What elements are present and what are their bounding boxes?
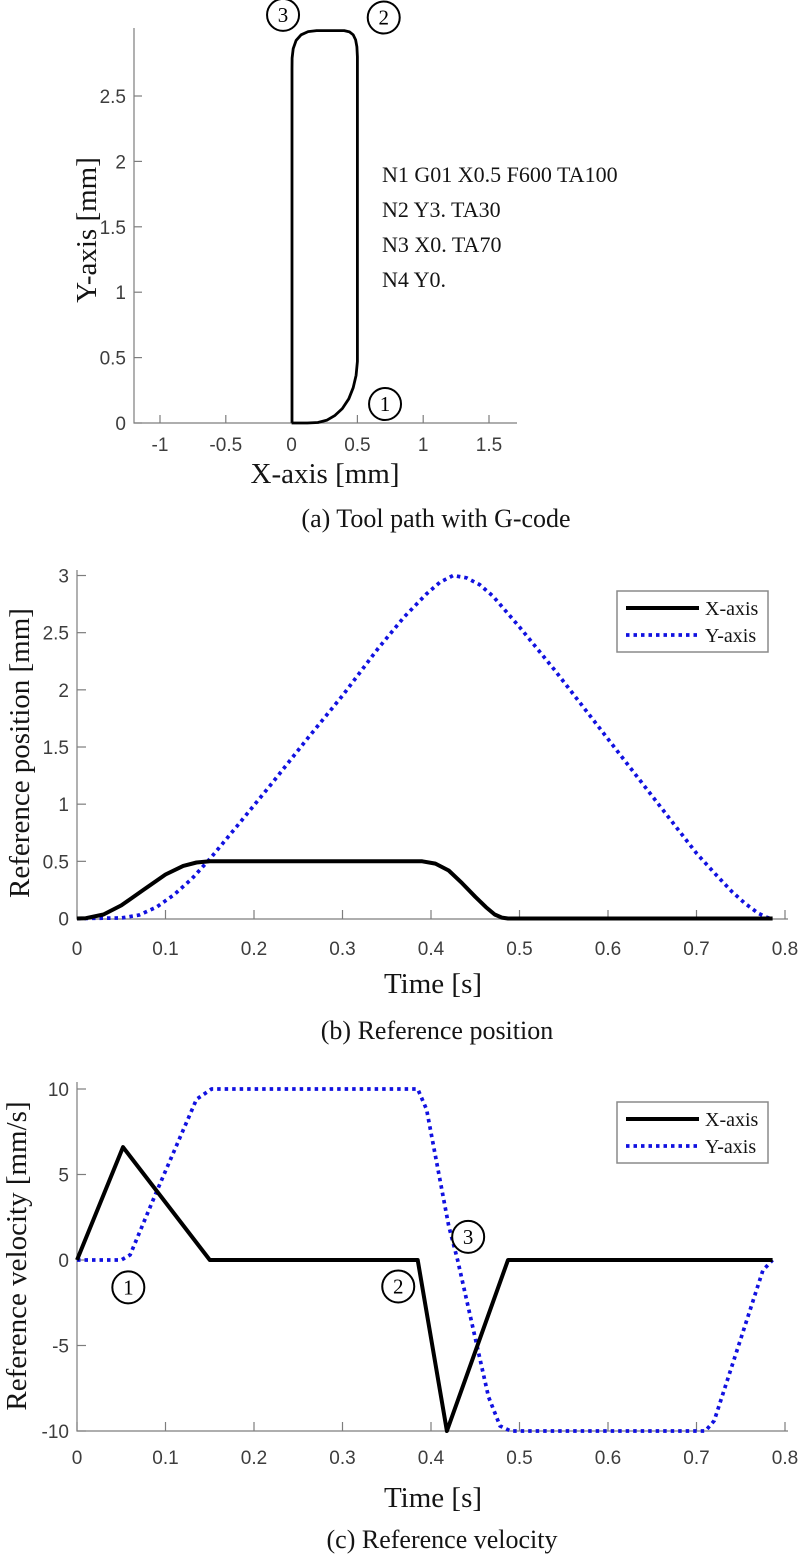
tick-label: 1.5: [476, 435, 502, 456]
annotation-circle: [381, 1269, 416, 1304]
tick-label: 0.6: [595, 939, 621, 960]
tick-label: 0.3: [329, 1448, 355, 1469]
annotation-number: 1: [380, 392, 391, 416]
x-ticks-c: 0 0.1 0.2 0.3 0.4 0.5 0.6 0.7 0.8: [72, 1422, 798, 1469]
legend-label-y: Y-axis: [705, 1136, 756, 1158]
legend-box: [616, 590, 769, 653]
annotation-circle: [368, 387, 403, 422]
x-ticks-b: 0 0.1 0.2 0.3 0.4 0.5 0.6 0.7 0.8: [72, 910, 798, 960]
tick-label: 10: [48, 1080, 69, 1101]
tick-label: 0.1: [152, 1448, 178, 1469]
tick-label: 0.5: [100, 349, 126, 370]
tick-label: 0.5: [43, 852, 69, 873]
tick-label: 0.7: [683, 1448, 709, 1469]
caption-c: (c) Reference velocity: [327, 1525, 558, 1554]
tick-label: 0.5: [506, 939, 532, 960]
legend-b: X-axis Y-axis: [616, 590, 769, 653]
tick-label: 0.2: [241, 939, 267, 960]
gcode-line-2: N2 Y3. TA30: [382, 197, 501, 222]
tick-label: 1.5: [43, 738, 69, 759]
gcode-line-4: N4 Y0.: [382, 267, 446, 292]
tick-label: 0.5: [506, 1448, 532, 1469]
x-axis-label-a: X-axis [mm]: [251, 458, 400, 490]
legend-c: X-axis Y-axis: [616, 1101, 769, 1164]
tick-label: 0.2: [241, 1448, 267, 1469]
tick-label: 2.5: [43, 624, 69, 645]
y-axis-label-b: Reference position [mm]: [4, 608, 36, 898]
toolpath-plot: -1 -0.5 0 0.5 1 1.5 0 0.5 1 1.5 2 2.5 N1 G01 X0.5 …: [71, 0, 618, 533]
tick-label: 5: [58, 1166, 69, 1187]
annotation-number: 3: [463, 1225, 474, 1249]
legend-label-x: X-axis: [705, 1109, 759, 1131]
tick-label: 1: [58, 795, 69, 816]
x-axis-label-c: Time [s]: [384, 1482, 482, 1514]
legend-label-y: Y-axis: [705, 625, 756, 647]
tick-label: 0.1: [152, 939, 178, 960]
tick-label: 0: [72, 1448, 83, 1469]
tick-label: 0: [286, 435, 297, 456]
tick-label: 0.6: [595, 1448, 621, 1469]
annotation-circle: [451, 1219, 486, 1254]
tick-label: -1: [152, 435, 169, 456]
tick-label: 0.8: [772, 939, 798, 960]
tick-label: 0: [58, 910, 69, 931]
x-axis-position-curve: [76, 859, 773, 921]
tick-label: 0: [115, 414, 126, 435]
tick-label: 1.5: [100, 218, 126, 239]
tick-label: -10: [42, 1422, 69, 1443]
gcode-line-3: N3 X0. TA70: [382, 232, 501, 257]
annotation-number: 1: [123, 1275, 134, 1299]
tick-label: 0.5: [344, 435, 370, 456]
y-axis-velocity-curve: [77, 1087, 774, 1433]
annotation-circle: [111, 1270, 146, 1305]
annotation-circle: [266, 0, 301, 32]
annotation-number: 2: [378, 6, 389, 30]
legend-label-x: X-axis: [705, 598, 759, 620]
gcode-line-1: N1 G01 X0.5 F600 TA100: [382, 162, 618, 187]
x-axis-label-b: Time [s]: [384, 968, 482, 1000]
tick-label: 1: [418, 435, 429, 456]
y-axis-label-a: Y-axis [mm]: [71, 157, 103, 303]
y-ticks-c: -10 -5 0 5 10: [42, 1080, 86, 1443]
tick-label: 0.4: [418, 1448, 445, 1469]
y-ticks-a: 0 0.5 1 1.5 2 2.5: [100, 87, 142, 435]
axes-spines-a: [133, 28, 517, 424]
toolpath-curve: [290, 29, 359, 425]
y-ticks-b: 0 0.5 1 1.5 2 2.5 3: [43, 567, 86, 931]
legend-box: [616, 1101, 769, 1164]
annotations-a: 1 2 3: [266, 0, 403, 422]
tick-label: 1: [115, 283, 126, 304]
tick-label: 2.5: [100, 87, 126, 108]
tick-label: 2: [115, 152, 126, 173]
tick-label: 0: [58, 1251, 69, 1272]
gcode-block: N1 G01 X0.5 F600 TA100 N2 Y3. TA30 N3 X0…: [382, 162, 618, 292]
tick-label: -5: [52, 1337, 69, 1358]
caption-b: (b) Reference position: [321, 1016, 553, 1045]
annotation-number: 3: [278, 3, 289, 27]
tick-label: 0.3: [329, 939, 355, 960]
tick-label: 2: [58, 681, 69, 702]
annotations-c: 1 2 3: [111, 1219, 486, 1305]
tick-label: 0.4: [418, 939, 445, 960]
tick-label: 0.8: [772, 1448, 798, 1469]
x-axis-velocity-curve: [75, 1145, 773, 1433]
annotation-circle: [366, 0, 401, 35]
annotation-number: 2: [393, 1275, 404, 1299]
tick-label: 3: [58, 567, 69, 588]
tick-label: -0.5: [209, 435, 242, 456]
position-plot: 0 0.1 0.2 0.3 0.4 0.5 0.6 0.7 0.8 00.511.522.53 …: [4, 567, 798, 1045]
tick-label: 0.7: [683, 939, 709, 960]
caption-a: (a) Tool path with G-code: [301, 504, 570, 533]
y-axis-label-c: Reference velocity [mm/s]: [1, 1101, 33, 1410]
x-ticks-a: -1 -0.5 0 0.5 1 1.5: [152, 415, 502, 456]
tick-label: 0: [72, 939, 83, 960]
